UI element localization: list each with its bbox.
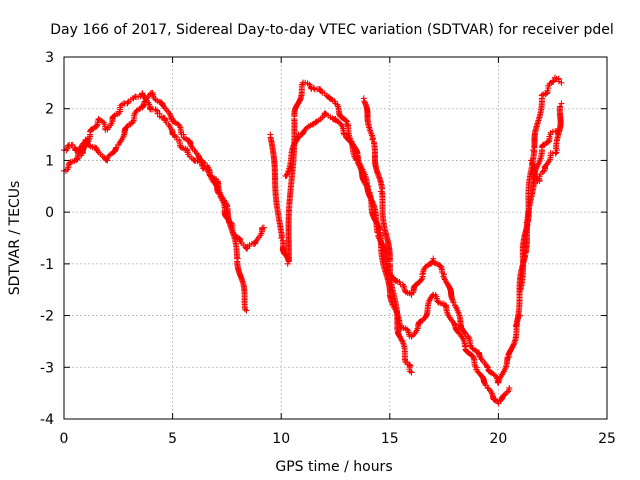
y-tick-label: 2: [45, 102, 54, 118]
series-track-4: [282, 110, 513, 407]
series-markers: [527, 100, 565, 185]
data-points: [61, 74, 565, 407]
y-tick-label: -1: [40, 257, 54, 273]
series-track-1: [61, 90, 267, 252]
y-axis-label: SDTVAR / TECUs: [7, 181, 23, 296]
series-markers: [360, 95, 415, 376]
series-track-3: [267, 79, 524, 386]
y-tick-label: 0: [45, 205, 54, 221]
plot-frame: [63, 56, 608, 420]
y-tick-label: -2: [40, 309, 54, 325]
x-tick-label: 25: [598, 431, 616, 447]
series-markers: [512, 126, 563, 330]
x-axis-label: GPS time / hours: [275, 459, 392, 475]
y-tick-label: 3: [45, 50, 54, 66]
x-tick-label: 10: [272, 431, 290, 447]
series-track-7: [512, 126, 563, 330]
x-tick-label: 20: [489, 431, 507, 447]
axis-ticks: 0 5 10 15 20 25 -4 -3 -2 -1 0 1 2 3: [40, 50, 616, 447]
x-tick-label: 15: [381, 431, 399, 447]
x-tick-label: 5: [168, 431, 177, 447]
chart-title: Day 166 of 2017, Sidereal Day-to-day VTE…: [50, 22, 614, 38]
series-markers: [61, 90, 267, 252]
y-tick-label: -4: [40, 412, 54, 428]
y-tick-label: -3: [40, 360, 54, 376]
series-markers: [282, 110, 513, 407]
y-tick-label: 1: [45, 153, 54, 169]
x-tick-label: 0: [60, 431, 69, 447]
series-track-8: [527, 100, 565, 185]
series-track-5: [360, 95, 415, 376]
series-markers: [267, 79, 524, 386]
